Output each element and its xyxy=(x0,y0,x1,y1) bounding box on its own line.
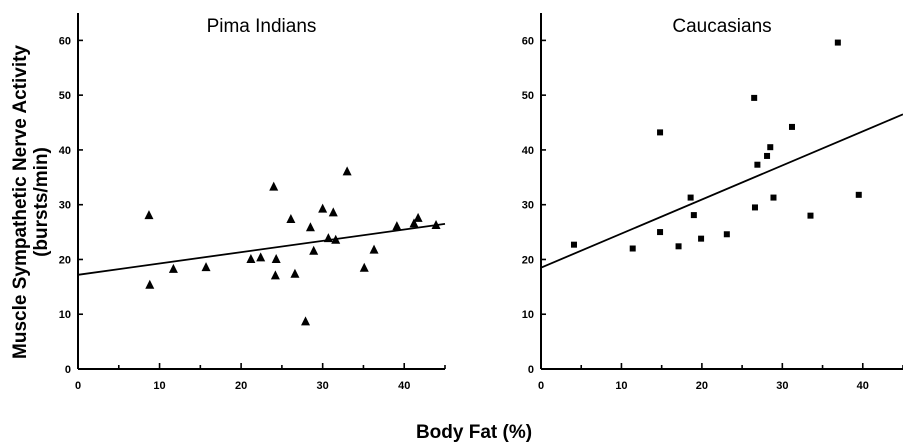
y-tick-label: 30 xyxy=(59,200,71,212)
caucasian-data-point xyxy=(764,152,771,159)
pima-data-point xyxy=(269,181,279,191)
pima-data-point xyxy=(309,245,319,255)
panel-pima-indians: Pima Indians 0 10 20 30 40 50 60 0 10 20 30 40 xyxy=(59,13,446,392)
pima-data-point xyxy=(369,244,379,254)
y-tick-label: 50 xyxy=(522,90,534,102)
y-tick-label: 0 xyxy=(528,364,534,376)
pima-data-point xyxy=(331,234,341,244)
y-tick-label: 20 xyxy=(59,254,71,266)
pima-data-point xyxy=(359,262,369,272)
caucasian-data-point xyxy=(657,129,664,136)
caucasian-data-point xyxy=(629,245,636,252)
caucasian-data-point xyxy=(687,194,694,201)
caucasian-data-point xyxy=(675,243,682,250)
pima-data-point xyxy=(201,262,211,272)
caucasian-data-point xyxy=(855,191,862,198)
panel-title: Pima Indians xyxy=(207,16,317,37)
pima-data-point xyxy=(413,212,423,222)
pima-data-point xyxy=(305,222,315,232)
y-tick-label: 30 xyxy=(522,200,534,212)
caucasian-data-point xyxy=(657,229,664,236)
x-tick-label: 40 xyxy=(398,380,410,392)
y-axis-label-line2: (bursts/min) xyxy=(31,147,52,257)
caucasian-data-point xyxy=(698,235,705,242)
y-tick-label: 20 xyxy=(522,254,534,266)
caucasian-data-point xyxy=(834,39,841,46)
y-axis-title: Muscle Sympathetic Nerve Activity (burst… xyxy=(10,45,52,359)
pima-data-point xyxy=(318,203,328,213)
y-tick-label: 40 xyxy=(59,145,71,157)
x-tick-label: 30 xyxy=(776,380,788,392)
pima-data-point xyxy=(144,210,154,220)
caucasian-data-point xyxy=(770,194,777,201)
x-tick-label: 40 xyxy=(857,380,869,392)
caucasian-data-point xyxy=(570,241,577,248)
y-axis-label-line1: Muscle Sympathetic Nerve Activity xyxy=(10,45,31,359)
x-tick-label: 20 xyxy=(696,380,708,392)
y-tick-label: 10 xyxy=(59,309,71,321)
pima-data-point xyxy=(271,253,281,263)
caucasian-data-point xyxy=(767,144,774,151)
x-tick-label: 0 xyxy=(538,380,544,392)
caucasian-data-point xyxy=(788,123,795,130)
pima-data-point xyxy=(286,213,296,223)
x-tick-label: 0 xyxy=(75,380,81,392)
pima-data-point xyxy=(301,316,311,326)
caucasian-data-point xyxy=(751,204,758,211)
pima-data-point xyxy=(290,268,300,278)
caucasian-data-point xyxy=(754,161,761,168)
y-tick-label: 40 xyxy=(522,145,534,157)
y-tick-label: 0 xyxy=(65,364,71,376)
x-tick-label: 30 xyxy=(317,380,329,392)
pima-data-point xyxy=(328,207,338,217)
x-tick-label: 10 xyxy=(153,380,165,392)
regression-line xyxy=(77,222,446,276)
panel-title: Caucasians xyxy=(672,16,771,37)
pima-data-point xyxy=(409,218,419,228)
pima-data-point xyxy=(323,233,333,243)
pima-data-point xyxy=(270,270,280,280)
y-tick-label: 50 xyxy=(59,90,71,102)
x-tick-label: 20 xyxy=(235,380,247,392)
caucasian-data-point xyxy=(751,94,758,101)
pima-data-point xyxy=(256,252,266,262)
x-axis-label: Body Fat (%) xyxy=(416,422,532,443)
pima-data-point xyxy=(145,279,155,289)
panel-caucasians: Caucasians 0 10 20 30 40 50 60 0 10 20 30 40 xyxy=(522,13,903,392)
y-tick-label: 60 xyxy=(59,35,71,47)
caucasian-data-point xyxy=(723,231,730,238)
x-tick-label: 10 xyxy=(615,380,627,392)
pima-data-point xyxy=(431,220,441,230)
caucasian-data-point xyxy=(807,212,814,219)
regression-line xyxy=(540,113,903,269)
y-tick-label: 60 xyxy=(522,35,534,47)
y-tick-label: 10 xyxy=(522,309,534,321)
pima-data-point xyxy=(168,263,178,273)
pima-data-point xyxy=(246,253,256,263)
caucasian-data-point xyxy=(690,212,697,219)
pima-data-point xyxy=(392,221,402,231)
pima-data-point xyxy=(342,166,352,176)
